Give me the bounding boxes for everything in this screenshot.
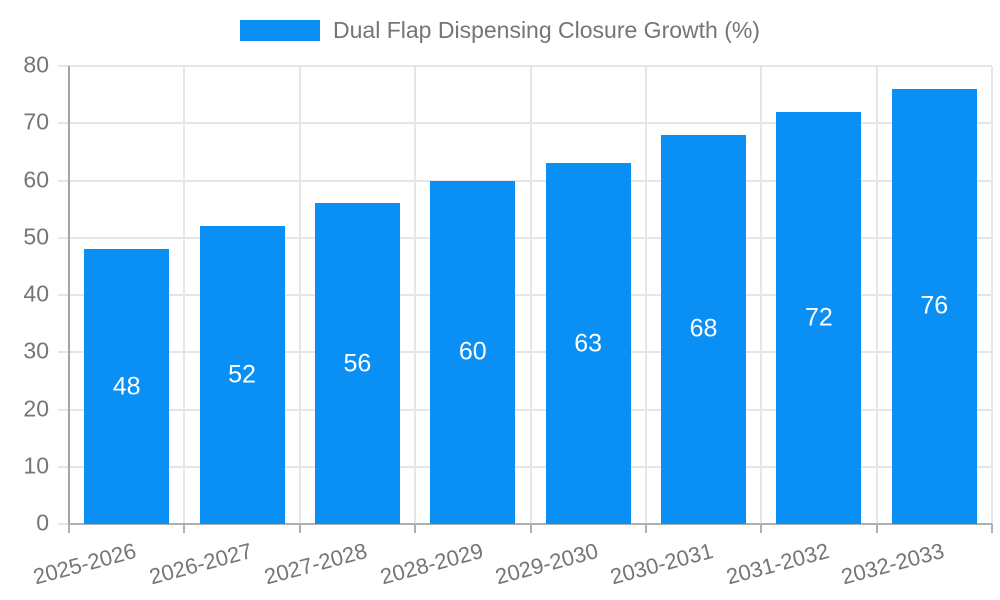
x-tick	[991, 524, 993, 533]
x-gridline	[183, 66, 186, 524]
y-tick	[58, 65, 69, 67]
x-tick	[644, 524, 647, 533]
y-tick-label: 70	[23, 108, 49, 135]
x-gridline	[298, 66, 301, 524]
bar	[314, 203, 400, 524]
bar	[84, 249, 170, 524]
x-axis-line	[69, 523, 992, 525]
y-tick	[58, 408, 69, 411]
x-tick-label: 2026-2027	[146, 538, 255, 590]
x-tick-label: 2028-2029	[377, 538, 486, 590]
y-tick	[58, 236, 69, 239]
bar-value-label: 72	[805, 303, 833, 332]
y-tick	[58, 523, 69, 525]
x-tick	[414, 524, 417, 533]
y-tick	[58, 294, 69, 296]
x-gridline	[991, 66, 993, 524]
bar	[891, 88, 977, 524]
x-tick-label: 2025-2026	[31, 538, 140, 590]
y-tick	[58, 179, 69, 182]
x-gridline	[414, 66, 417, 524]
chart-legend: Dual Flap Dispensing Closure Growth (%)	[0, 17, 1000, 43]
bar	[661, 134, 747, 524]
y-tick	[58, 122, 69, 125]
y-tick-label: 10	[23, 452, 49, 479]
x-tick	[760, 524, 763, 533]
x-tick-label: 2030-2031	[607, 538, 717, 590]
legend-label: Dual Flap Dispensing Closure Growth (%)	[333, 17, 760, 43]
x-tick	[529, 524, 532, 533]
y-tick	[58, 465, 69, 468]
legend-item[interactable]: Dual Flap Dispensing Closure Growth (%)	[240, 17, 760, 43]
bar	[430, 180, 516, 524]
y-tick-label: 80	[23, 51, 49, 78]
y-tick	[58, 351, 69, 354]
x-gridline	[644, 66, 647, 524]
x-tick	[875, 524, 878, 533]
x-tick-label: 2031-2032	[723, 538, 832, 590]
x-tick-label: 2027-2028	[261, 538, 370, 590]
bar	[545, 163, 631, 524]
bar-value-label: 56	[343, 349, 372, 378]
x-tick	[298, 524, 301, 533]
y-tick-label: 50	[23, 223, 49, 250]
bar-value-label: 60	[458, 337, 487, 366]
y-tick-label: 40	[23, 280, 49, 307]
y-tick-label: 30	[23, 337, 49, 364]
bar-value-label: 52	[228, 360, 256, 389]
y-tick-label: 60	[23, 165, 49, 192]
bar	[199, 226, 285, 524]
x-gridline	[760, 66, 763, 524]
x-tick	[183, 524, 186, 533]
bar-value-label: 76	[920, 291, 949, 320]
y-tick-label: 0	[36, 509, 49, 536]
bar-value-label: 68	[689, 314, 718, 343]
y-tick-label: 20	[23, 394, 49, 421]
x-tick	[68, 524, 70, 533]
y-axis-line	[68, 66, 70, 524]
x-tick-label: 2029-2030	[492, 538, 601, 590]
x-tick-label: 2032-2033	[838, 538, 947, 590]
x-gridline	[529, 66, 532, 524]
legend-swatch-icon	[240, 19, 321, 41]
x-gridline	[875, 66, 878, 524]
bar-value-label: 48	[112, 372, 141, 401]
bar-value-label: 63	[574, 329, 603, 358]
bar	[776, 111, 862, 524]
